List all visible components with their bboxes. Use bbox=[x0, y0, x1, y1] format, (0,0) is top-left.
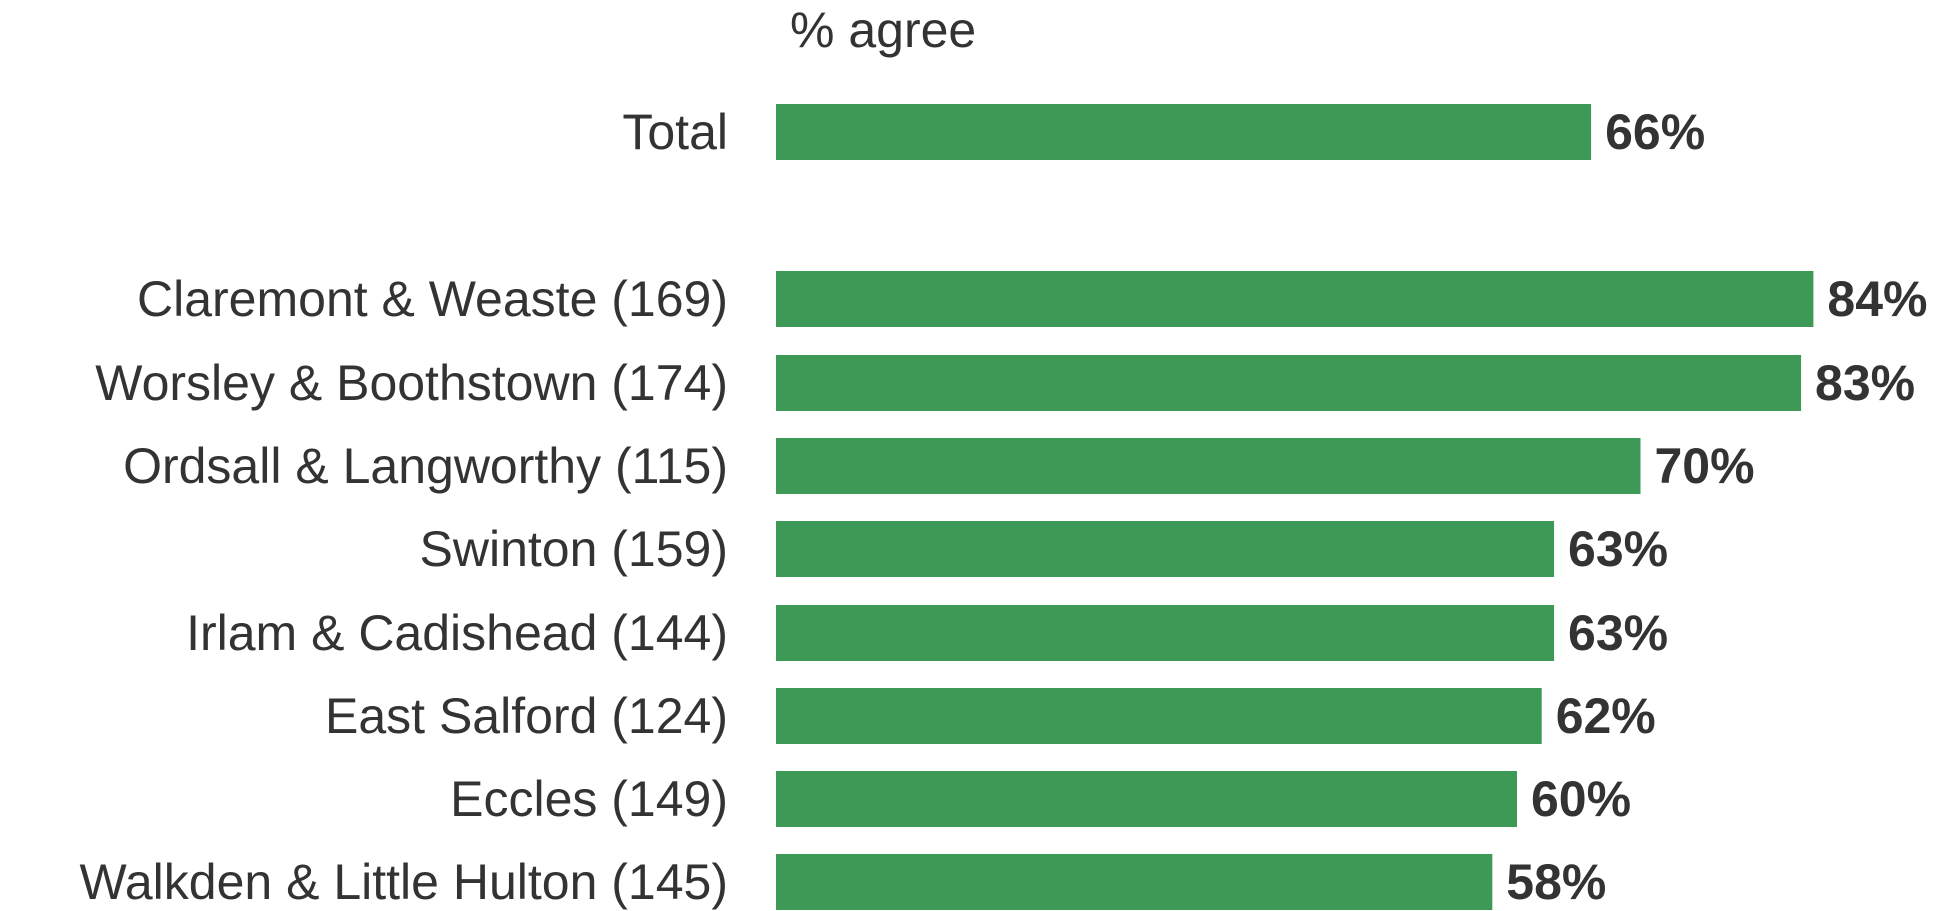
data-label: 84% bbox=[1827, 271, 1927, 327]
value-axis-caption: % agree bbox=[790, 2, 976, 58]
bar bbox=[776, 438, 1641, 494]
category-label: East Salford (124) bbox=[325, 688, 728, 744]
category-label: Worsley & Boothstown (174) bbox=[95, 355, 728, 411]
bar bbox=[776, 688, 1542, 744]
data-label: 66% bbox=[1605, 104, 1705, 160]
data-label: 63% bbox=[1568, 521, 1668, 577]
labels-layer: Total 66% Claremont & Weaste (169) 84% Worsl… bbox=[80, 104, 1928, 910]
category-label: Walkden & Little Hulton (145) bbox=[80, 854, 728, 910]
bars-layer bbox=[776, 104, 1814, 910]
bar bbox=[776, 355, 1802, 411]
bar bbox=[776, 104, 1592, 160]
data-label: 70% bbox=[1655, 438, 1755, 494]
bar bbox=[776, 771, 1517, 827]
data-label: 63% bbox=[1568, 605, 1668, 661]
category-label: Ordsall & Langworthy (115) bbox=[123, 438, 728, 494]
data-label: 83% bbox=[1815, 355, 1915, 411]
category-label: Claremont & Weaste (169) bbox=[137, 271, 728, 327]
category-label: Swinton (159) bbox=[420, 521, 729, 577]
category-label: Eccles (149) bbox=[450, 771, 728, 827]
data-label: 60% bbox=[1531, 771, 1631, 827]
category-label: Irlam & Cadishead (144) bbox=[186, 605, 728, 661]
bar bbox=[776, 271, 1814, 327]
data-label: 62% bbox=[1556, 688, 1656, 744]
data-label: 58% bbox=[1506, 854, 1606, 910]
bar bbox=[776, 605, 1555, 661]
bar bbox=[776, 854, 1493, 910]
bar bbox=[776, 521, 1555, 577]
category-label: Total bbox=[622, 104, 728, 160]
